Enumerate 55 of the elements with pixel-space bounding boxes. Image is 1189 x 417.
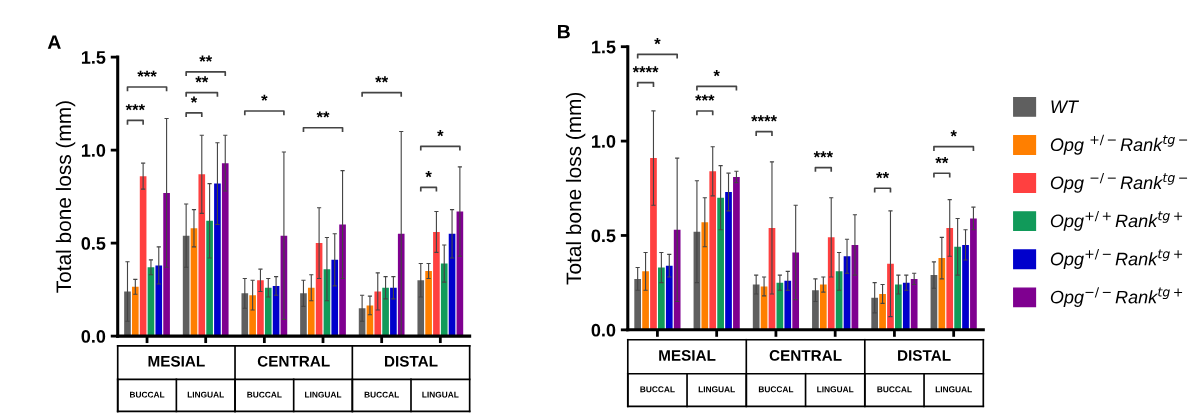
annotation: ** [195, 76, 209, 83]
annotation: * [437, 130, 444, 137]
y-tick-label: 0.5 [81, 237, 106, 250]
legend-label: Opg$^{−/−}$Rank$^{tg+}$ [1050, 287, 1183, 308]
annotation: * [425, 171, 432, 178]
legend-label: Opg $^{−/−}$Rank$^{tg−}$ [1050, 172, 1188, 193]
x-tick-label: LINGUAL [422, 391, 459, 398]
annotation: ** [876, 171, 890, 179]
text: * [654, 38, 661, 45]
x-tick-label: BUCCAL [364, 391, 399, 398]
x-tick-label: BUCCAL [758, 386, 794, 393]
text: DISTAL [385, 355, 438, 367]
y-tick-label: 0.0 [81, 330, 106, 343]
y-axis-title: Total bone loss (mm) [55, 101, 76, 293]
annotation: * [950, 130, 957, 137]
legend-label: WT [1051, 100, 1080, 113]
text: MESIAL [659, 350, 716, 361]
x-tick-label: LINGUAL [187, 391, 224, 398]
x-tick-label: BUCCAL [640, 386, 675, 393]
x-tick-label: BUCCAL [130, 391, 165, 398]
legend-label: Opg $^{+/−}$Rank$^{tg−}$ [1050, 134, 1188, 155]
x-tick-label: LINGUAL [935, 386, 972, 393]
x-tick-label: BUCCAL [247, 391, 282, 398]
text: CENTRAL [257, 355, 330, 367]
annotation: ** [316, 111, 330, 118]
annotation: * [713, 70, 720, 77]
x-tick-label: LINGUAL [698, 386, 735, 393]
x-tick-label: BUCCAL [877, 386, 912, 393]
annotation: * [190, 96, 198, 103]
text: MESIAL [148, 355, 205, 367]
annotation: ** [199, 55, 213, 62]
y-tick-label: 1.5 [81, 51, 106, 64]
text: DISTAL [898, 350, 951, 361]
y-axis-title: Total bone loss (mm) [565, 92, 586, 285]
text: CENTRAL [769, 350, 842, 361]
y-tick-label: 0.0 [591, 323, 616, 337]
annotation: *** [137, 70, 157, 77]
annotation: ** [375, 76, 389, 83]
annotation: *** [813, 151, 834, 158]
y-tick-label: 1.0 [592, 135, 616, 148]
x-tick-label: LINGUAL [305, 391, 342, 398]
y-tick-label: 1.5 [592, 40, 616, 54]
annotation: *** [125, 104, 146, 111]
chart-title: B [557, 24, 570, 39]
annotation: * [261, 94, 268, 101]
y-tick-label: 0.5 [591, 229, 616, 243]
annotation: ** [935, 156, 949, 164]
chart-title: A [47, 35, 61, 49]
y-tick-label: 1.0 [81, 144, 106, 157]
legend-label: Opg$^{+/+}$Rank$^{tg+}$ [1050, 210, 1183, 231]
legend-label: Opg$^{+/−}$Rank$^{tg+}$ [1050, 249, 1183, 269]
x-tick-label: LINGUAL [817, 386, 854, 393]
annotation: *** [695, 94, 715, 101]
annotation: **** [632, 66, 659, 73]
annotation: **** [751, 115, 778, 122]
